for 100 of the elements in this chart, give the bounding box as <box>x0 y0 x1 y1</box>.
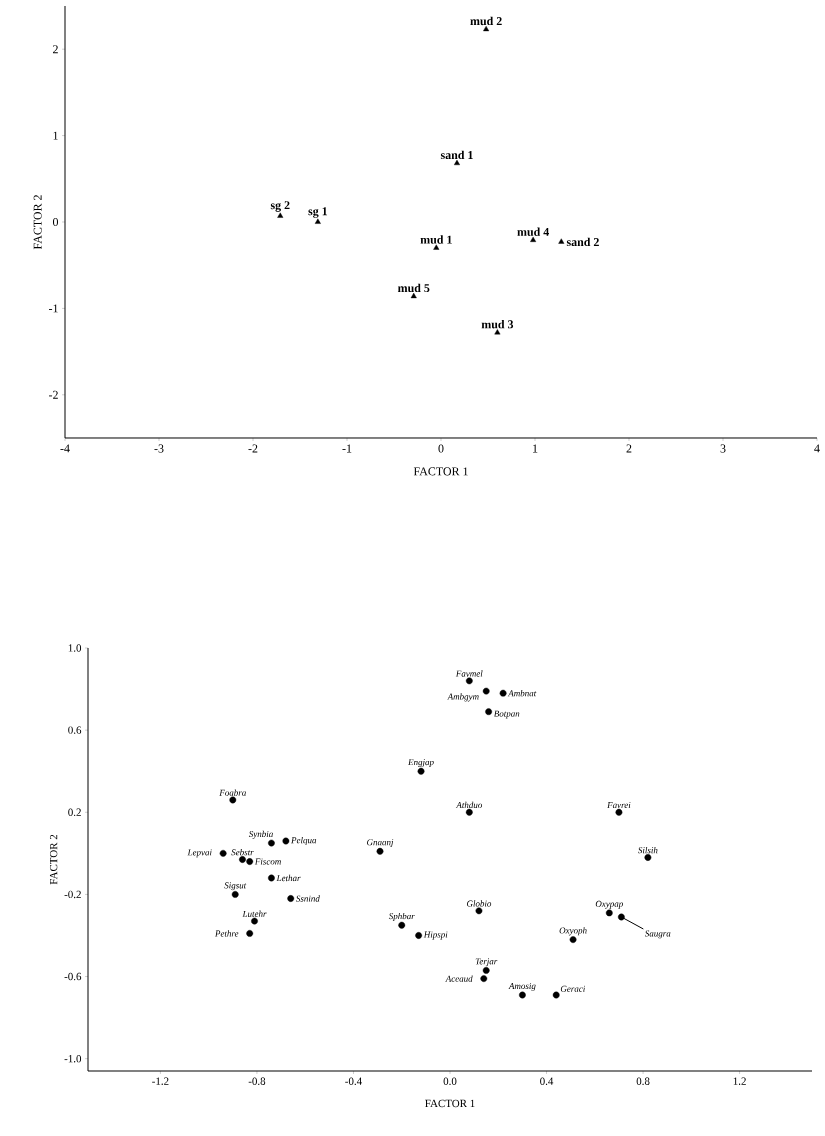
y-axis-title: FACTOR 2 <box>33 195 42 250</box>
x-tick-label: 0 <box>438 444 444 453</box>
series-label: Ambgym <box>447 693 479 702</box>
series-label: sg 1 <box>308 207 328 218</box>
y-tick-label: 0.6 <box>68 726 82 734</box>
point <box>499 689 507 697</box>
x-tick-label: 0.8 <box>636 1077 650 1085</box>
x-tick-label: -3 <box>154 444 164 453</box>
point <box>519 991 526 999</box>
y-tick-label: -2 <box>48 390 58 399</box>
point <box>617 913 625 921</box>
point <box>239 856 246 863</box>
series-label: Ssnind <box>296 895 320 902</box>
y-tick-label: -0.6 <box>64 972 82 981</box>
series-label: mud 3 <box>481 319 514 329</box>
x-tick-label: -0.8 <box>248 1077 266 1085</box>
x-tick-label: 1.2 <box>733 1077 746 1085</box>
point <box>246 858 254 865</box>
y-tick-label: 2 <box>53 45 58 54</box>
point <box>314 218 321 224</box>
series-label: Geraci <box>560 985 585 992</box>
point <box>485 708 492 716</box>
y-axis-title: FACTOR 2 <box>49 834 58 885</box>
series-label: Pelqua <box>291 836 317 846</box>
point <box>251 917 258 925</box>
point <box>282 837 290 845</box>
series-label: Favmel <box>455 670 483 677</box>
series-label: Fiscom <box>254 858 281 865</box>
series-label: Sphbar <box>388 912 415 922</box>
series-label: Gnaanj <box>367 839 394 848</box>
point <box>482 966 490 974</box>
series-label: Athduo <box>455 801 482 809</box>
y-tick-label: 0.2 <box>68 808 81 816</box>
x-tick-label: 2 <box>626 444 632 453</box>
x-tick-label: 0.0 <box>443 1077 457 1085</box>
point <box>229 796 237 804</box>
point <box>475 907 483 915</box>
point <box>287 895 295 902</box>
series-label: Silsih <box>638 846 658 854</box>
x-tick-label: -2 <box>248 444 258 453</box>
series-label: Terjar <box>475 958 498 967</box>
series-label: Hipspi <box>423 931 448 940</box>
point <box>480 975 488 982</box>
series-label: Favrei <box>607 802 631 809</box>
point <box>410 292 417 299</box>
point <box>433 244 440 250</box>
point <box>219 849 227 857</box>
point <box>569 936 577 943</box>
point <box>483 25 490 32</box>
y-tick-label: 1.0 <box>68 644 82 652</box>
series-label: Oxyoph <box>559 927 587 936</box>
x-tick-label: 4 <box>814 444 820 453</box>
series-label: mud 5 <box>397 283 430 293</box>
point <box>268 839 275 847</box>
x-tick-label: 0.4 <box>540 1077 554 1085</box>
point <box>558 238 565 244</box>
point <box>415 932 423 939</box>
point <box>277 212 284 218</box>
point <box>605 909 613 917</box>
point <box>268 874 275 882</box>
x-tick-label: 1 <box>533 444 538 453</box>
point <box>454 159 460 166</box>
series-label: Engjap <box>407 759 434 768</box>
series-label: Botpan <box>493 710 520 719</box>
series-label: Sebstr <box>231 849 254 856</box>
y-tick-label: -1.0 <box>64 1054 82 1063</box>
x-tick-label: -4 <box>60 444 70 453</box>
series-label: sg 2 <box>270 201 290 212</box>
point <box>246 930 254 937</box>
point <box>465 677 473 685</box>
series-label: Lepvai <box>187 849 212 858</box>
point <box>465 808 473 816</box>
series-label: mud 2 <box>470 16 502 26</box>
x-tick-label: 3 <box>720 444 726 453</box>
series-label: Oxypap <box>595 900 623 909</box>
series-label: Aceaud <box>445 975 473 982</box>
point <box>417 767 425 775</box>
series-label: Amosig <box>508 982 536 991</box>
x-tick-label: -1.2 <box>152 1077 169 1085</box>
y-tick-label: 0 <box>52 217 59 227</box>
series-label: mud 1 <box>420 235 452 244</box>
point <box>530 236 537 242</box>
series-label: mud 4 <box>517 227 549 236</box>
y-tick-label: -1 <box>48 304 58 313</box>
point <box>644 854 652 861</box>
point <box>231 891 239 898</box>
series-label: Globio <box>467 900 492 907</box>
series-label: Synbia <box>248 830 273 839</box>
series-label: Lethar <box>276 874 301 882</box>
series-label: Lutehr <box>242 910 267 917</box>
series-label: Ambnat <box>507 690 537 697</box>
x-axis-title: FACTOR 1 <box>413 467 468 476</box>
series-label: Sigsut <box>224 882 247 891</box>
x-axis-title: FACTOR 1 <box>425 1099 475 1108</box>
y-tick-label: 1 <box>53 131 58 140</box>
point <box>398 921 406 929</box>
series-label: sand 1 <box>440 150 473 160</box>
point <box>615 808 623 816</box>
x-tick-label: -1 <box>342 444 352 453</box>
text: Saugra <box>644 930 671 939</box>
